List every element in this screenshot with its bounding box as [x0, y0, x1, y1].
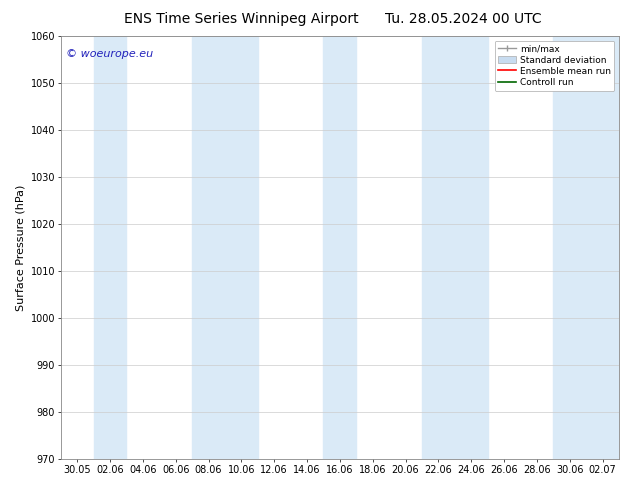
- Bar: [422, 36, 488, 460]
- Bar: [323, 36, 356, 460]
- Legend: min/max, Standard deviation, Ensemble mean run, Controll run: min/max, Standard deviation, Ensemble me…: [495, 41, 614, 91]
- Bar: [192, 36, 258, 460]
- Bar: [553, 36, 619, 460]
- Y-axis label: Surface Pressure (hPa): Surface Pressure (hPa): [15, 185, 25, 311]
- Text: © woeurope.eu: © woeurope.eu: [67, 49, 153, 59]
- Bar: [94, 36, 126, 460]
- Text: Tu. 28.05.2024 00 UTC: Tu. 28.05.2024 00 UTC: [384, 12, 541, 26]
- Text: ENS Time Series Winnipeg Airport: ENS Time Series Winnipeg Airport: [124, 12, 358, 26]
